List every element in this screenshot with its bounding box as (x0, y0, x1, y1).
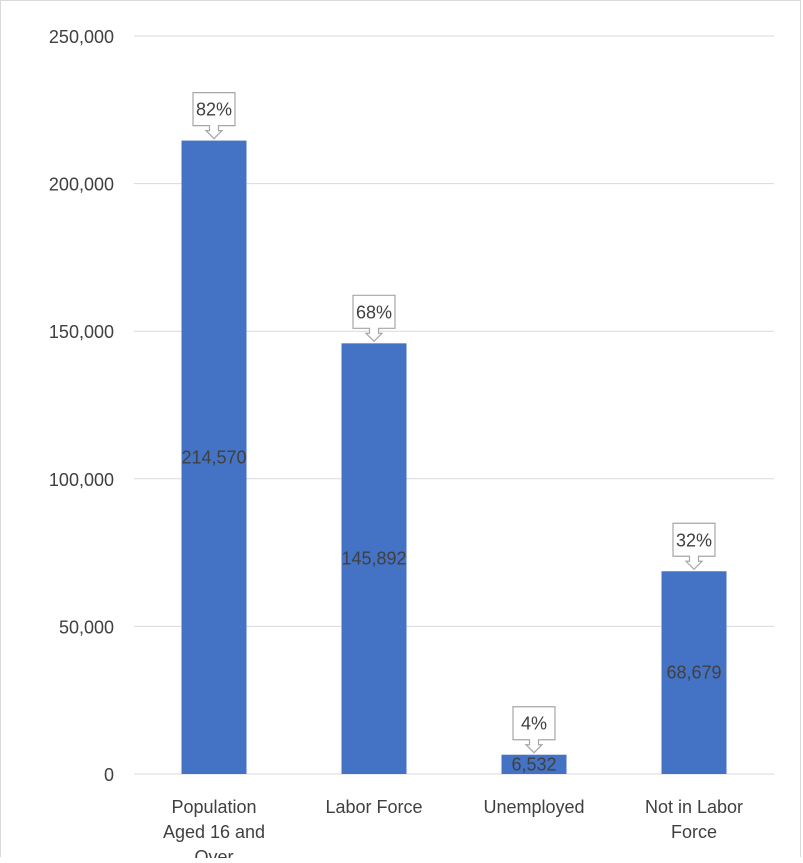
y-tick-label: 150,000 (49, 322, 114, 342)
y-axis-tick-labels: 0 50,000 100,000 150,000 200,000 250,000 (49, 27, 114, 785)
x-axis-category-labels: Population Aged 16 and Over Labor Force Unem… (163, 797, 743, 863)
x-category-label-line: Labor Force (325, 797, 422, 817)
y-tick-label: 50,000 (59, 617, 114, 637)
callout-box (672, 522, 716, 571)
x-category-label: Unemployed (483, 797, 584, 817)
bar (661, 571, 727, 774)
x-category-label-line: Unemployed (483, 797, 584, 817)
percent-callout: 68% (352, 294, 396, 343)
callout-box (352, 294, 396, 343)
x-category-label: Population Aged 16 and Over (163, 797, 265, 858)
percent-callout: 32% (672, 522, 716, 571)
bar (501, 754, 567, 774)
percent-callout: 4% (512, 706, 556, 754)
bar (181, 140, 247, 774)
percent-callouts: 82% 68% 4% 32% (192, 91, 716, 754)
percent-label: 32% (676, 530, 712, 550)
y-tick-label: 200,000 (49, 175, 114, 195)
bar-value-label: 68,679 (666, 663, 721, 683)
bar-value-label: 145,892 (341, 549, 406, 569)
x-category-label: Not in Labor Force (645, 797, 743, 842)
bars (181, 140, 727, 774)
percent-callout: 82% (192, 91, 236, 140)
callout-box (192, 91, 236, 140)
x-category-label-line: Over (194, 847, 233, 858)
x-category-label-line: Aged 16 and (163, 822, 265, 842)
bar (341, 343, 407, 774)
y-tick-label: 250,000 (49, 27, 114, 47)
x-category-label: Labor Force (325, 797, 422, 817)
value-labels: 214,570 145,892 6,532 68,679 (181, 447, 721, 774)
x-category-label-line: Population (171, 797, 256, 817)
callout-box (512, 706, 556, 754)
y-tick-label: 100,000 (49, 470, 114, 490)
x-category-label-line: Force (671, 822, 717, 842)
bar-value-label: 6,532 (511, 754, 556, 774)
percent-label: 82% (196, 100, 232, 120)
bar-value-label: 214,570 (181, 447, 246, 467)
y-tick-label: 0 (104, 765, 114, 785)
x-category-label-line: Not in Labor (645, 797, 743, 817)
percent-label: 68% (356, 302, 392, 322)
percent-label: 4% (521, 714, 547, 734)
